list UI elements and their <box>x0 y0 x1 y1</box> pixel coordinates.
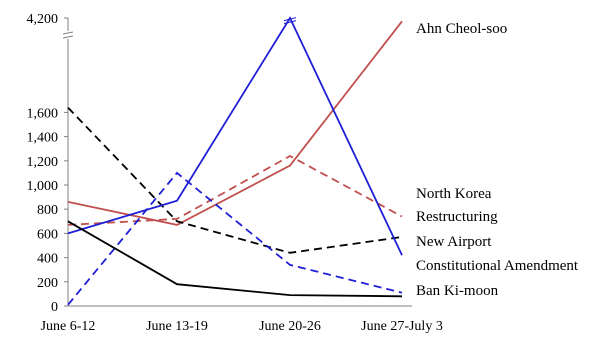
series-line <box>67 154 403 226</box>
y-tick-labels: 0 200 400 600 800 1,000 1,200 1,400 1,600 4,200 <box>27 12 59 315</box>
y-tick-label: 200 <box>37 276 58 291</box>
series-line <box>67 16 403 256</box>
series-label: Ban Ki-moon <box>416 283 499 299</box>
x-tick-label: June 13-19 <box>146 319 208 334</box>
y-tick-label-top: 4,200 <box>27 12 59 27</box>
axis-break-mark <box>62 35 74 39</box>
x-tick-labels: June 6-12 June 13-19 June 20-26 June 27-Jul… <box>41 319 443 334</box>
series-label: Restructuring <box>416 209 498 225</box>
series-line <box>67 20 403 226</box>
series-labels: Ahn Cheol-soo North Korea Restructuring New… <box>416 21 579 299</box>
series-line <box>67 106 403 254</box>
y-tick-label: 1,000 <box>27 179 59 194</box>
series-lines <box>67 16 403 306</box>
x-tick-label: June 6-12 <box>41 319 96 334</box>
series-label: New Airport <box>416 234 492 250</box>
x-tick-label: June 27-July 3 <box>361 319 443 334</box>
y-tick-label: 1,200 <box>27 155 59 170</box>
y-tick-label: 800 <box>37 203 58 218</box>
y-tick-label: 600 <box>37 227 58 242</box>
axis-break-mark <box>62 31 74 35</box>
y-tick-label: 0 <box>51 300 58 315</box>
series-label: Ahn Cheol-soo <box>416 21 507 37</box>
x-tick-label: June 20-26 <box>259 319 321 334</box>
y-tick-label: 1,600 <box>27 106 59 121</box>
series-break-mark <box>283 17 297 25</box>
series-label: North Korea <box>416 186 492 202</box>
series-label: Constitutional Amendment <box>416 258 579 274</box>
y-tick-label: 400 <box>37 252 58 267</box>
y-tick-label: 1,400 <box>27 131 59 146</box>
axes <box>62 17 412 307</box>
series-line <box>67 171 403 306</box>
series-line <box>67 220 403 298</box>
